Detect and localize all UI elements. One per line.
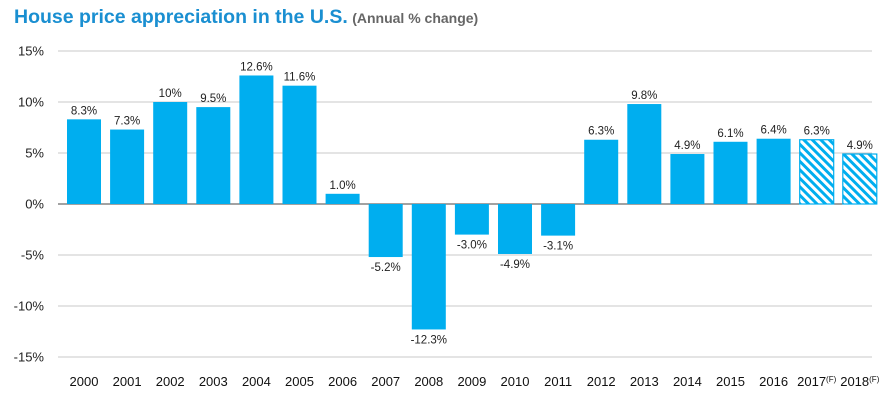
x-tick-label: 2007 xyxy=(371,374,400,389)
x-tick-label: 2016 xyxy=(759,374,788,389)
data-label: 6.4% xyxy=(760,125,786,137)
x-tick-label: 2008 xyxy=(414,374,443,389)
data-label: 4.9% xyxy=(674,140,700,152)
x-tick-label: 2015 xyxy=(716,374,745,389)
bar-forecast xyxy=(842,153,878,205)
bar xyxy=(670,154,705,204)
bar xyxy=(498,204,532,254)
bar xyxy=(282,85,317,204)
bar xyxy=(153,102,188,204)
data-label: -3.1% xyxy=(543,241,573,253)
x-tick-label: 2011 xyxy=(544,374,572,389)
y-tick-label: -15% xyxy=(14,350,45,365)
data-label: 9.5% xyxy=(200,93,226,105)
data-label: -5.2% xyxy=(371,262,401,274)
data-label: 7.3% xyxy=(114,116,140,128)
data-label: 6.3% xyxy=(588,126,614,138)
bar xyxy=(627,104,662,204)
x-tick-label: 2004 xyxy=(242,374,271,389)
bar xyxy=(756,138,791,204)
y-tick-label: 5% xyxy=(25,146,44,161)
chart-title-row: House price appreciation in the U.S. (An… xyxy=(14,6,478,29)
data-label: 12.6% xyxy=(240,61,273,73)
x-tick-label: 2010 xyxy=(501,374,530,389)
bar xyxy=(411,204,446,330)
bar xyxy=(325,193,360,204)
x-tick-label: 2017(F) xyxy=(797,374,836,389)
y-tick-label: -5% xyxy=(21,248,45,263)
y-tick-label: 10% xyxy=(18,95,44,110)
bar xyxy=(239,75,274,204)
chart-title: House price appreciation in the U.S. xyxy=(14,6,348,28)
data-label: 8.3% xyxy=(71,105,97,117)
bar xyxy=(713,141,748,204)
bar xyxy=(67,119,101,204)
bars xyxy=(67,75,878,330)
data-label: 1.0% xyxy=(329,180,355,192)
x-tick-label: 2012 xyxy=(587,374,616,389)
data-label: 11.6% xyxy=(284,72,316,84)
data-label: 6.3% xyxy=(804,126,830,138)
data-label: 9.8% xyxy=(631,90,657,102)
x-tick-label: 2000 xyxy=(70,374,99,389)
bar xyxy=(584,139,619,204)
x-axis: 2000 2001 2002 2003 2004 2005 2006 2007 2008 2009… xyxy=(70,374,880,389)
data-label: -3.0% xyxy=(457,240,487,252)
y-tick-label: 15% xyxy=(18,44,44,59)
data-label: -4.9% xyxy=(500,259,530,271)
data-labels: 8.3% 7.3% 10% 9.5% 12.6% 11.6% 1.0% -5.2% -12.3%… xyxy=(71,61,873,346)
y-tick-label: -10% xyxy=(14,299,45,314)
y-axis: 15% 10% 5% 0% -5% -10% -15% xyxy=(14,44,45,365)
bar-forecast xyxy=(799,139,835,205)
bar xyxy=(368,204,403,258)
x-tick-label: 2005 xyxy=(285,374,314,389)
x-tick-label: 2002 xyxy=(156,374,185,389)
x-tick-label: 2018(F) xyxy=(840,374,879,389)
x-tick-label: 2009 xyxy=(457,374,486,389)
bar xyxy=(454,204,489,235)
x-tick-label: 2013 xyxy=(630,374,659,389)
data-label: 6.1% xyxy=(717,128,743,140)
chart-subtitle: (Annual % change) xyxy=(352,10,479,26)
x-tick-label: 2001 xyxy=(113,374,142,389)
data-label: 4.9% xyxy=(847,140,873,152)
bar xyxy=(541,204,576,236)
x-tick-label: 2003 xyxy=(199,374,228,389)
bar xyxy=(110,129,145,204)
x-tick-label: 2006 xyxy=(328,374,357,389)
x-tick-label: 2014 xyxy=(673,374,702,389)
bar xyxy=(196,107,231,204)
data-label: 10% xyxy=(159,88,182,100)
data-label: -12.3% xyxy=(411,334,447,346)
y-tick-label: 0% xyxy=(25,197,44,212)
